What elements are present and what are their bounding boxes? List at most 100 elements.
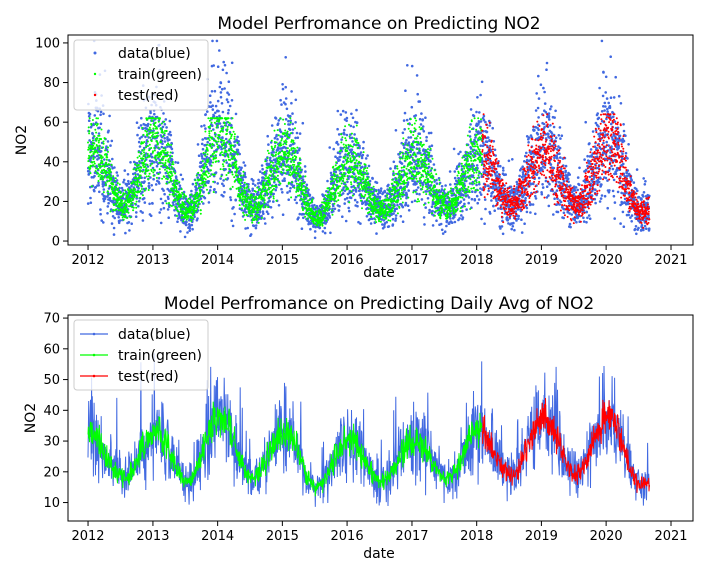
data-point bbox=[531, 203, 535, 206]
data-point bbox=[416, 167, 419, 170]
train-point bbox=[95, 149, 98, 152]
data-point bbox=[169, 154, 172, 158]
train-point bbox=[139, 174, 142, 177]
data-point bbox=[142, 146, 146, 150]
data-point bbox=[209, 101, 212, 104]
data-point bbox=[630, 214, 634, 217]
train-point bbox=[115, 186, 118, 189]
data-point bbox=[287, 119, 290, 123]
train-point bbox=[137, 164, 140, 166]
data-point bbox=[158, 211, 161, 214]
data-point bbox=[502, 169, 505, 172]
data-point bbox=[146, 122, 150, 126]
data-point bbox=[598, 135, 601, 138]
train-point bbox=[99, 178, 102, 181]
data-point bbox=[534, 212, 537, 216]
data-point bbox=[358, 144, 361, 148]
train-point bbox=[105, 153, 108, 156]
data-point bbox=[354, 190, 358, 193]
train-point bbox=[145, 146, 148, 149]
data-point bbox=[460, 214, 463, 217]
data-point bbox=[425, 190, 429, 193]
train-point bbox=[90, 154, 93, 157]
data-point bbox=[103, 158, 106, 161]
data-point bbox=[353, 133, 356, 136]
data-point bbox=[115, 183, 118, 187]
data-point bbox=[93, 174, 96, 178]
data-point bbox=[329, 171, 333, 175]
data-point bbox=[364, 157, 368, 160]
data-point bbox=[305, 183, 309, 187]
train-point bbox=[155, 159, 158, 161]
data-point bbox=[166, 176, 170, 179]
data-point bbox=[421, 118, 425, 121]
train-point bbox=[95, 167, 98, 170]
train-point bbox=[126, 209, 129, 212]
data-point bbox=[611, 167, 615, 171]
data-point bbox=[247, 183, 250, 186]
train-point bbox=[164, 149, 167, 152]
train-point bbox=[139, 177, 142, 180]
data-point bbox=[608, 189, 611, 192]
data-point bbox=[159, 221, 163, 225]
data-point bbox=[262, 212, 265, 215]
train-point bbox=[113, 204, 115, 207]
data-point bbox=[147, 136, 150, 139]
train-point bbox=[108, 179, 111, 182]
data-point bbox=[445, 224, 448, 228]
data-point bbox=[385, 220, 389, 224]
data-point bbox=[641, 195, 645, 198]
data-point bbox=[313, 230, 317, 233]
data-point bbox=[416, 186, 420, 189]
data-point bbox=[148, 202, 151, 206]
data-point bbox=[619, 222, 622, 225]
data-point bbox=[105, 148, 109, 152]
data-point bbox=[296, 151, 299, 154]
train-point bbox=[165, 144, 168, 146]
train-point bbox=[100, 138, 103, 140]
train-point bbox=[177, 210, 180, 213]
data-point bbox=[379, 189, 383, 193]
data-point bbox=[578, 183, 581, 187]
train-point bbox=[129, 216, 132, 219]
data-point bbox=[430, 154, 433, 158]
data-point bbox=[328, 216, 332, 219]
train-point bbox=[124, 189, 127, 192]
data-point bbox=[220, 87, 224, 91]
train-point bbox=[173, 183, 176, 186]
data-point bbox=[643, 183, 647, 186]
train-point bbox=[161, 131, 164, 134]
data-point bbox=[264, 222, 267, 225]
data-point bbox=[290, 90, 293, 93]
train-point bbox=[188, 202, 191, 205]
data-point bbox=[537, 176, 541, 180]
data-point bbox=[537, 116, 540, 119]
data-point bbox=[545, 68, 548, 71]
train-point bbox=[119, 192, 122, 195]
data-point bbox=[146, 154, 149, 158]
data-point bbox=[290, 101, 293, 105]
data-point bbox=[323, 231, 327, 235]
train-point bbox=[139, 197, 142, 199]
data-point bbox=[418, 117, 422, 121]
data-point bbox=[301, 121, 305, 125]
data-point bbox=[199, 197, 203, 200]
data-point bbox=[630, 220, 633, 223]
data-point bbox=[583, 158, 586, 161]
data-point bbox=[122, 197, 125, 200]
data-point bbox=[211, 124, 214, 127]
train-point bbox=[156, 131, 159, 134]
data-point bbox=[535, 92, 538, 95]
data-point bbox=[425, 135, 428, 139]
train-point bbox=[90, 164, 93, 167]
train-point bbox=[152, 133, 154, 136]
data-point bbox=[540, 192, 544, 196]
data-point bbox=[423, 223, 426, 226]
data-point bbox=[506, 218, 510, 222]
data-point bbox=[558, 126, 562, 129]
train-point bbox=[101, 160, 104, 163]
train-point bbox=[146, 140, 149, 143]
data-point bbox=[545, 185, 549, 188]
train-point bbox=[116, 201, 119, 204]
chart1-title: Model Perfromance on Predicting NO2 bbox=[217, 14, 540, 34]
